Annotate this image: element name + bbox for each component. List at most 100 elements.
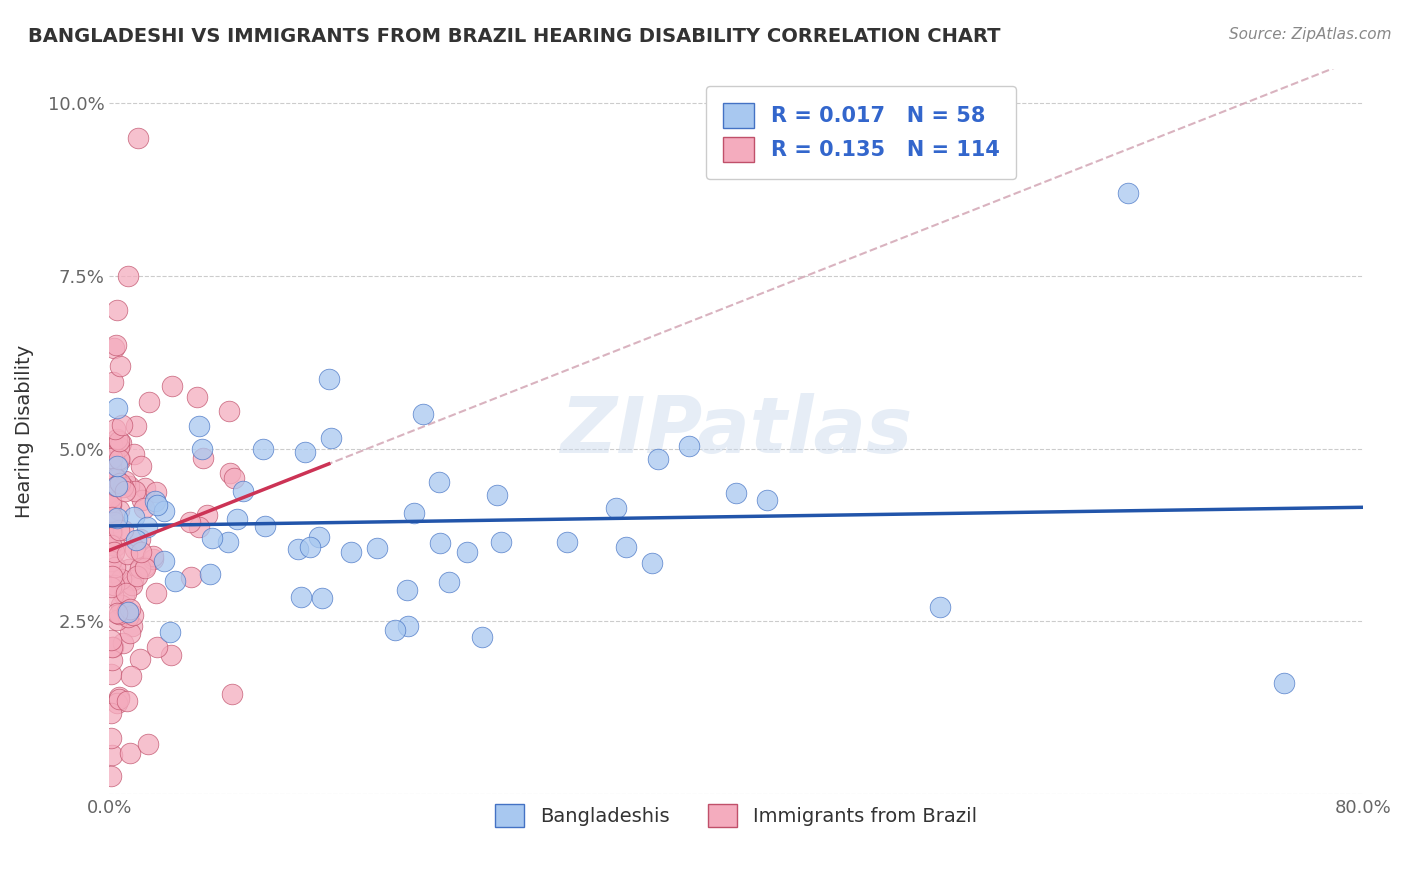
Point (127, 130, 149, 145)
Point (100, 494, 122, 508)
Point (110, 475, 132, 490)
Point (115, 547, 138, 561)
Point (120, 746, 142, 760)
Point (118, 601, 141, 615)
Point (439, 575, 461, 590)
Point (122, 510, 145, 524)
Point (404, 506, 426, 520)
Point (142, 549, 165, 564)
Point (298, 541, 321, 555)
Point (221, 687, 243, 701)
Point (429, 475, 451, 489)
Point (101, 510, 124, 524)
Point (107, 607, 129, 621)
Point (100, 667, 122, 681)
Point (117, 610, 139, 624)
Point (107, 434, 129, 449)
Point (117, 268, 139, 283)
Point (122, 447, 145, 461)
Point (101, 747, 124, 762)
Point (471, 630, 494, 644)
Point (100, 524, 122, 539)
Point (143, 494, 166, 508)
Point (120, 669, 142, 683)
Point (145, 498, 167, 512)
Point (218, 404, 240, 418)
Point (1272, 676, 1295, 690)
Point (100, 450, 122, 465)
Point (179, 516, 201, 530)
Point (217, 535, 239, 549)
Point (103, 578, 125, 592)
Point (186, 390, 208, 404)
Point (105, 401, 128, 416)
Point (678, 439, 700, 453)
Point (100, 731, 122, 745)
Point (321, 431, 343, 445)
Point (756, 493, 779, 508)
Point (110, 359, 132, 373)
Point (308, 530, 330, 544)
Point (114, 588, 136, 602)
Y-axis label: Hearing Disability: Hearing Disability (15, 344, 34, 518)
Point (145, 484, 167, 499)
Point (100, 554, 122, 568)
Point (287, 541, 309, 556)
Point (110, 453, 132, 467)
Point (114, 483, 136, 498)
Text: Source: ZipAtlas.com: Source: ZipAtlas.com (1229, 27, 1392, 42)
Point (124, 484, 146, 499)
Point (108, 440, 131, 454)
Point (160, 648, 183, 662)
Point (101, 524, 124, 539)
Point (145, 586, 167, 600)
Point (318, 372, 340, 386)
Point (160, 378, 183, 392)
Text: BANGLADESHI VS IMMIGRANTS FROM BRAZIL HEARING DISABILITY CORRELATION CHART: BANGLADESHI VS IMMIGRANTS FROM BRAZIL HE… (28, 27, 1001, 45)
Point (134, 500, 156, 515)
Point (105, 303, 128, 318)
Point (165, 574, 187, 589)
Point (111, 417, 134, 432)
Point (105, 696, 128, 710)
Point (122, 607, 145, 622)
Point (222, 471, 245, 485)
Point (187, 419, 209, 434)
Point (159, 624, 181, 639)
Point (180, 570, 202, 584)
Point (110, 436, 132, 450)
Point (100, 538, 122, 552)
Point (122, 574, 145, 588)
Point (384, 623, 406, 637)
Point (254, 519, 277, 533)
Point (124, 541, 146, 556)
Point (104, 559, 127, 574)
Point (117, 694, 139, 708)
Point (134, 481, 156, 495)
Point (412, 407, 434, 421)
Point (456, 545, 478, 559)
Point (100, 632, 122, 647)
Point (101, 438, 124, 452)
Point (616, 541, 638, 555)
Point (138, 737, 160, 751)
Point (114, 474, 136, 488)
Point (111, 635, 134, 649)
Point (105, 613, 128, 627)
Point (117, 605, 139, 619)
Point (100, 706, 122, 720)
Point (110, 598, 132, 612)
Point (100, 580, 122, 594)
Point (555, 534, 578, 549)
Point (101, 640, 124, 654)
Point (340, 545, 363, 559)
Point (101, 588, 124, 602)
Point (100, 498, 122, 512)
Point (725, 486, 748, 500)
Point (152, 554, 174, 568)
Point (115, 585, 138, 599)
Point (100, 536, 122, 550)
Point (136, 519, 159, 533)
Point (125, 419, 148, 434)
Legend: Bangladeshis, Immigrants from Brazil: Bangladeshis, Immigrants from Brazil (488, 796, 984, 835)
